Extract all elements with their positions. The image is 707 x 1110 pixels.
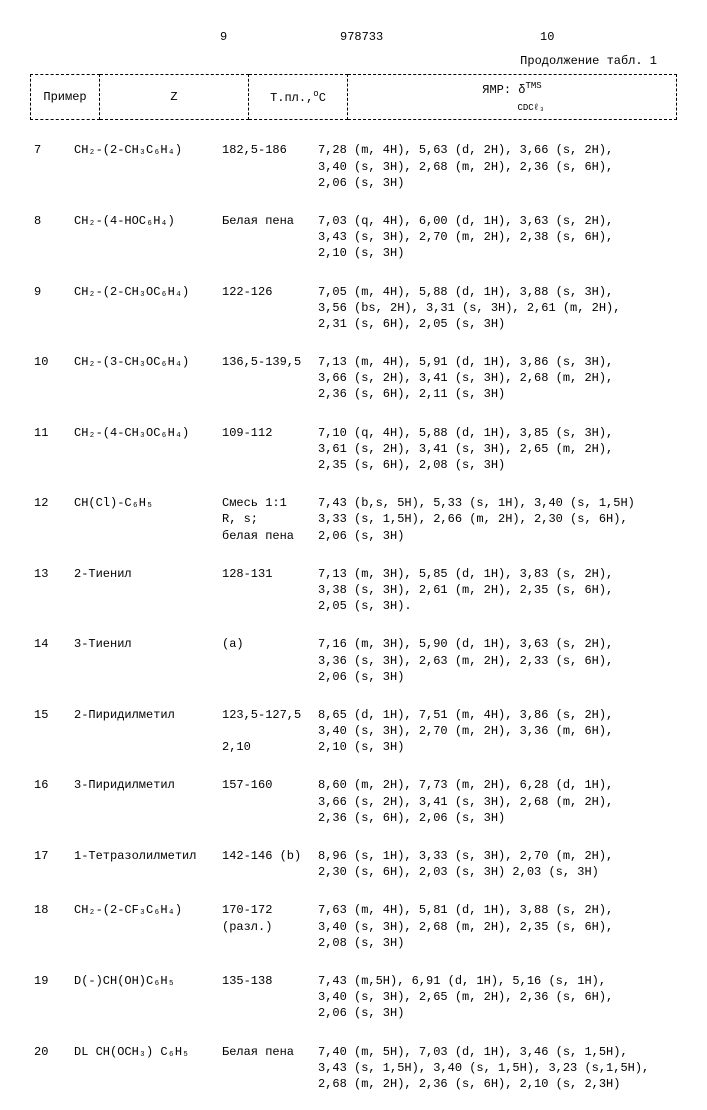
cell-z: DL CH(OCH₃) C₆H₅: [70, 1040, 218, 1110]
table-row: 152-Пиридилметил123,5-127,5 2,108,65 (d,…: [30, 703, 677, 774]
mp-label-pre: Т.пл.,: [270, 91, 313, 105]
col-header-z: Z: [100, 75, 249, 120]
table-row: 143-Тиенил(a)7,16 (m, 3H), 5,90 (d, 1H),…: [30, 632, 677, 703]
col-header-mp: Т.пл.,oC: [249, 75, 348, 120]
table-row: 18CH₂-(2-CF₃C₆H₄)170-172 (разл.)7,63 (m,…: [30, 898, 677, 969]
cell-melting-point: 136,5-139,5: [218, 350, 314, 421]
cell-nmr: 7,13 (m, 4H), 5,91 (d, 1H), 3,86 (s, 3H)…: [314, 350, 677, 421]
table-row: 12CH(Cl)-C₆H₅Смесь 1:1 R, s; белая пена7…: [30, 491, 677, 562]
cell-z: CH₂-(4-CH₃OC₆H₄): [70, 421, 218, 492]
cell-example-number: 11: [30, 421, 70, 492]
table-row: 20DL CH(OCH₃) C₆H₅Белая пена7,40 (m, 5H)…: [30, 1040, 677, 1110]
cell-z: 2-Тиенил: [70, 562, 218, 633]
cell-z: D(-)CH(OH)C₆H₅: [70, 969, 218, 1040]
cell-nmr: 7,03 (q, 4H), 6,00 (d, 1H), 3,63 (s, 2H)…: [314, 209, 677, 280]
document-number: 978733: [340, 30, 383, 44]
cell-z: CH₂-(2-CH₃C₆H₄): [70, 138, 218, 209]
cell-example-number: 17: [30, 844, 70, 898]
cell-melting-point: Смесь 1:1 R, s; белая пена: [218, 491, 314, 562]
table-row: 10CH₂-(3-CH₃OC₆H₄)136,5-139,57,13 (m, 4H…: [30, 350, 677, 421]
cell-example-number: 20: [30, 1040, 70, 1110]
cell-melting-point: 142-146 (b): [218, 844, 314, 898]
cell-z: 1-Тетразолилметил: [70, 844, 218, 898]
cell-example-number: 13: [30, 562, 70, 633]
cell-z: 2-Пиридилметил: [70, 703, 218, 774]
cell-example-number: 14: [30, 632, 70, 703]
cell-example-number: 15: [30, 703, 70, 774]
data-table: 7CH₂-(2-CH₃C₆H₄)182,5-1867,28 (m, 4H), 5…: [30, 138, 677, 1110]
cell-nmr: 8,96 (s, 1H), 3,33 (s, 3H), 2,70 (m, 2H)…: [314, 844, 677, 898]
cell-nmr: 7,10 (q, 4H), 5,88 (d, 1H), 3,85 (s, 3H)…: [314, 421, 677, 492]
cell-melting-point: (a): [218, 632, 314, 703]
cell-nmr: 7,63 (m, 4H), 5,81 (d, 1H), 3,88 (s, 2H)…: [314, 898, 677, 969]
table-row: 19D(-)CH(OH)C₆H₅135-1387,43 (m,5H), 6,91…: [30, 969, 677, 1040]
nmr-label-sub: CDCℓ₃: [517, 103, 544, 113]
cell-melting-point: Белая пена: [218, 1040, 314, 1110]
cell-melting-point: 135-138: [218, 969, 314, 1040]
cell-example-number: 7: [30, 138, 70, 209]
cell-z: CH₂-(4-HOC₆H₄): [70, 209, 218, 280]
table-header: Пример Z Т.пл.,oC ЯМР: δTMS CDCℓ₃: [30, 74, 677, 120]
cell-melting-point: 157-160: [218, 773, 314, 844]
page-header-numbers: 9 978733 10: [30, 30, 677, 50]
cell-nmr: 7,13 (m, 3H), 5,85 (d, 1H), 3,83 (s, 2H)…: [314, 562, 677, 633]
table-row: 163-Пиридилметил157-1608,60 (m, 2H), 7,7…: [30, 773, 677, 844]
cell-nmr: 7,28 (m, 4H), 5,63 (d, 2H), 3,66 (s, 2H)…: [314, 138, 677, 209]
cell-nmr: 7,43 (m,5H), 6,91 (d, 1H), 5,16 (s, 1H),…: [314, 969, 677, 1040]
cell-nmr: 8,65 (d, 1H), 7,51 (m, 4H), 3,86 (s, 2H)…: [314, 703, 677, 774]
table-row: 171-Тетразолилметил142-146 (b)8,96 (s, 1…: [30, 844, 677, 898]
cell-melting-point: Белая пена: [218, 209, 314, 280]
nmr-label-pre: ЯМР: δ: [482, 83, 525, 97]
table-continuation-label: Продолжение табл. 1: [30, 54, 677, 68]
cell-nmr: 7,43 (b,s, 5H), 5,33 (s, 1H), 3,40 (s, 1…: [314, 491, 677, 562]
cell-z: 3-Пиридилметил: [70, 773, 218, 844]
page-col-left: 9: [220, 30, 227, 44]
table-row: 11CH₂-(4-CH₃OC₆H₄)109-1127,10 (q, 4H), 5…: [30, 421, 677, 492]
cell-z: CH(Cl)-C₆H₅: [70, 491, 218, 562]
cell-melting-point: 123,5-127,5 2,10: [218, 703, 314, 774]
cell-nmr: 7,16 (m, 3H), 5,90 (d, 1H), 3,63 (s, 2H)…: [314, 632, 677, 703]
cell-example-number: 9: [30, 280, 70, 351]
table-row: 9CH₂-(2-CH₃OC₆H₄)122-1267,05 (m, 4H), 5,…: [30, 280, 677, 351]
cell-melting-point: 122-126: [218, 280, 314, 351]
cell-z: CH₂-(2-CH₃OC₆H₄): [70, 280, 218, 351]
page-col-right: 10: [540, 30, 554, 44]
cell-nmr: 8,60 (m, 2H), 7,73 (m, 2H), 6,28 (d, 1H)…: [314, 773, 677, 844]
cell-example-number: 16: [30, 773, 70, 844]
cell-melting-point: 128-131: [218, 562, 314, 633]
cell-z: CH₂-(3-CH₃OC₆H₄): [70, 350, 218, 421]
col-header-nmr: ЯМР: δTMS CDCℓ₃: [348, 75, 677, 120]
cell-example-number: 19: [30, 969, 70, 1040]
cell-nmr: 7,05 (m, 4H), 5,88 (d, 1H), 3,88 (s, 3H)…: [314, 280, 677, 351]
cell-melting-point: 170-172 (разл.): [218, 898, 314, 969]
table-row: 8CH₂-(4-HOC₆H₄)Белая пена7,03 (q, 4H), 6…: [30, 209, 677, 280]
table-row: 132-Тиенил128-1317,13 (m, 3H), 5,85 (d, …: [30, 562, 677, 633]
cell-melting-point: 182,5-186: [218, 138, 314, 209]
cell-example-number: 18: [30, 898, 70, 969]
cell-example-number: 10: [30, 350, 70, 421]
cell-example-number: 8: [30, 209, 70, 280]
cell-example-number: 12: [30, 491, 70, 562]
nmr-label-sup: TMS: [526, 81, 542, 91]
table-row: 7CH₂-(2-CH₃C₆H₄)182,5-1867,28 (m, 4H), 5…: [30, 138, 677, 209]
cell-melting-point: 109-112: [218, 421, 314, 492]
cell-z: 3-Тиенил: [70, 632, 218, 703]
mp-label-post: C: [319, 91, 326, 105]
col-header-example: Пример: [31, 75, 100, 120]
cell-z: CH₂-(2-CF₃C₆H₄): [70, 898, 218, 969]
cell-nmr: 7,40 (m, 5H), 7,03 (d, 1H), 3,46 (s, 1,5…: [314, 1040, 677, 1110]
table-header-row: Пример Z Т.пл.,oC ЯМР: δTMS CDCℓ₃: [31, 75, 677, 120]
